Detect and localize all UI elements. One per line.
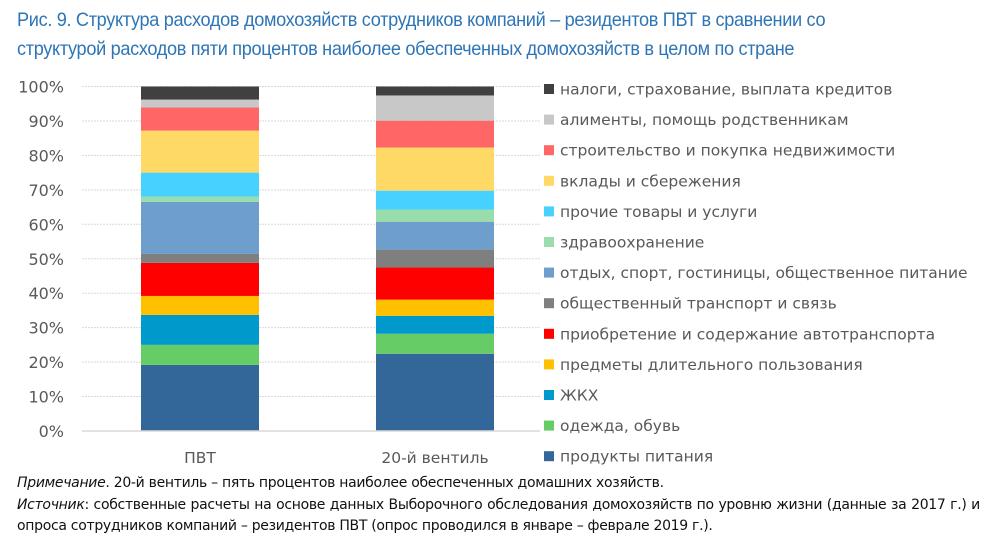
legend-label: вклады и сбережения <box>560 172 741 190</box>
legend-item: предметы длительного пользования <box>544 356 863 374</box>
bar-segment <box>141 201 259 254</box>
legend-label: алименты, помощь родственникам <box>560 111 849 129</box>
note-text: . 20-й вентиль – пять процентов наиболее… <box>105 475 664 491</box>
legend-swatch <box>544 237 554 247</box>
legend-swatch <box>544 175 554 186</box>
x-axis-ticks: ПВТ 20-й вентиль <box>184 449 489 467</box>
note-line: Примечание. 20-й вентиль – пять проценто… <box>17 473 980 495</box>
x-tick-label: 20-й вентиль <box>381 449 488 467</box>
legend-label: прочие товары и услуги <box>560 203 757 221</box>
legend-swatch <box>544 298 554 309</box>
legend-swatch <box>544 359 554 370</box>
legend-item: ЖКХ <box>544 387 599 405</box>
bar-segment <box>376 267 494 300</box>
legend-item: общественный транспорт и связь <box>544 295 837 313</box>
legend-item: вклады и сбережения <box>544 172 741 190</box>
bar-segment <box>376 299 494 316</box>
bar-segment <box>141 99 259 108</box>
figure-notes: Примечание. 20-й вентиль – пять проценто… <box>17 473 980 538</box>
legend-label: приобретение и содержание автотранспорта <box>560 325 935 343</box>
legend-swatch <box>544 328 554 339</box>
legend-swatch <box>544 114 554 125</box>
legend-label: предметы длительного пользования <box>560 356 863 374</box>
note-label: Примечание <box>17 475 106 491</box>
source-label: Источник <box>17 496 85 513</box>
legend-item: строительство и покупка недвижимости <box>544 142 895 160</box>
bar-segment <box>376 86 494 96</box>
legend-label: отдых, спорт, гостиницы, общественное пи… <box>560 264 968 282</box>
y-tick-label: 0% <box>39 422 64 441</box>
y-tick-label: 60% <box>28 215 64 234</box>
legend-swatch <box>544 420 554 431</box>
bar-segment <box>141 344 259 365</box>
bar-segment <box>376 209 494 222</box>
bar-segment <box>141 107 259 131</box>
source-text: : собственные расчеты на основе данных В… <box>17 496 980 535</box>
y-tick-label: 30% <box>28 319 64 338</box>
bar-segment <box>141 262 259 296</box>
legend-label: продукты питания <box>560 448 713 466</box>
bar-stack <box>141 86 259 431</box>
legend-swatch <box>544 84 554 94</box>
legend-label: общественный транспорт и связь <box>560 295 837 313</box>
bar-segment <box>376 353 494 431</box>
legend-item: продукты питания <box>544 448 713 466</box>
figure-title-line-2: структурой расходов пяти процентов наибо… <box>17 38 795 60</box>
y-tick-label: 80% <box>28 146 64 165</box>
figure-title: Рис. 9. Структура расходов домохозяйств … <box>17 6 984 64</box>
y-tick-label: 10% <box>28 388 64 407</box>
bar-stack <box>376 86 494 431</box>
bar-segment <box>376 147 494 191</box>
bar-segment <box>376 190 494 210</box>
bar-segment <box>141 253 259 263</box>
legend-item: прочие товары и услуги <box>544 203 757 221</box>
bar-segment <box>376 95 494 121</box>
bar-segment <box>141 314 259 345</box>
legend: налоги, страхование, выплата кредитов али… <box>544 81 968 466</box>
figure-title-line-1: Рис. 9. Структура расходов домохозяйств … <box>17 9 826 31</box>
legend-item: налоги, страхование, выплата кредитов <box>544 81 892 99</box>
legend-swatch <box>544 145 554 156</box>
bar-segment <box>141 295 259 315</box>
bars <box>141 86 494 431</box>
legend-swatch <box>544 390 554 400</box>
bar-segment <box>376 249 494 268</box>
legend-swatch <box>544 206 554 217</box>
source-line: Источник: собственные расчеты на основе … <box>17 495 980 538</box>
bar-segment <box>376 315 494 334</box>
bar-segment <box>141 196 259 202</box>
bar-segment <box>376 221 494 250</box>
legend-item: отдых, спорт, гостиницы, общественное пи… <box>544 264 968 282</box>
bar-segment <box>141 364 259 431</box>
legend-swatch <box>544 267 554 278</box>
y-tick-label: 70% <box>28 181 64 200</box>
legend-label: здравоохранение <box>560 234 704 252</box>
y-tick-label: 100% <box>18 78 64 97</box>
bar-segment <box>141 130 259 173</box>
y-tick-label: 50% <box>28 250 64 269</box>
bar-segment <box>376 333 494 354</box>
bar-segment <box>141 172 259 197</box>
legend-item: одежда, обувь <box>544 417 680 435</box>
legend-label: строительство и покупка недвижимости <box>560 142 895 160</box>
x-tick-label: ПВТ <box>184 449 216 467</box>
bar-segment <box>376 120 494 148</box>
y-tick-label: 20% <box>28 353 64 372</box>
legend-swatch <box>544 451 554 462</box>
legend-item: приобретение и содержание автотранспорта <box>544 325 935 343</box>
legend-label: ЖКХ <box>560 387 599 405</box>
y-axis-ticks: 0% 10% 20% 30% 40% 50% 60% 70% 80% 90% 100% <box>18 78 64 442</box>
legend-label: одежда, обувь <box>560 417 680 435</box>
bar-segment <box>141 86 259 100</box>
legend-item: здравоохранение <box>544 234 704 252</box>
y-tick-label: 40% <box>28 284 64 303</box>
stacked-bar-chart: 0% 10% 20% 30% 40% 50% 60% 70% 80% 90% 100% ПВТ 20-… <box>18 78 968 468</box>
y-tick-label: 90% <box>28 112 64 131</box>
legend-item: алименты, помощь родственникам <box>544 111 849 129</box>
legend-label: налоги, страхование, выплата кредитов <box>560 81 892 99</box>
